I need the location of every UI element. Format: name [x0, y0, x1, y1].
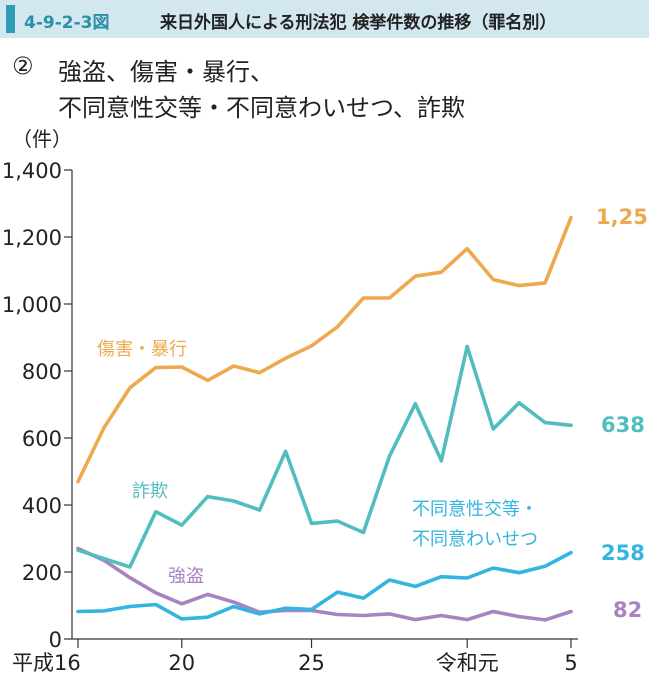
y-tick-label: 200: [22, 561, 62, 585]
label-robbery: 強盗: [168, 566, 204, 587]
y-tick-label: 0: [49, 628, 62, 652]
series-line-fraud: [76, 344, 573, 569]
x-tick-label: 25: [298, 651, 325, 675]
end-value-fraud: 638: [601, 413, 645, 437]
figure-header: 4-9-2-3図 来日外国人による刑法犯 検挙件数の推移（罪名別）: [0, 0, 649, 38]
series-line-sexual-offense: [76, 550, 573, 621]
series-line-robbery: [76, 546, 573, 622]
x-tick-label: 20: [168, 651, 195, 675]
y-tick-label: 600: [22, 427, 62, 451]
x-tick-label: 平成16: [12, 651, 81, 675]
label-assault: 傷害・暴行: [97, 339, 187, 360]
end-value-assault: 1,258: [596, 205, 649, 229]
subtitle-number: ②: [12, 52, 34, 80]
label-fraud: 詐欺: [132, 481, 168, 502]
label-sexual-line-2: 不同意わいせつ: [412, 529, 538, 550]
y-axis-label: （件）: [12, 127, 72, 151]
figure-label: 4-9-2-3図: [24, 13, 110, 33]
end-value-sexual: 258: [601, 541, 645, 565]
x-tick-label: 令和元: [436, 651, 499, 675]
figure-title: 来日外国人による刑法犯 検挙件数の推移（罪名別）: [160, 13, 557, 33]
subtitle-line-2: 不同意性交等・不同意わいせつ、詐欺: [58, 94, 466, 122]
end-value-robbery: 82: [613, 598, 642, 622]
subtitle-line-1: 強盗、傷害・暴行、: [58, 58, 274, 86]
header-accent-bar: [6, 5, 15, 33]
y-tick-label: 1,200: [2, 226, 62, 250]
label-sexual-line-1: 不同意性交等・: [412, 499, 538, 520]
x-tick-label: 5: [564, 651, 577, 675]
y-tick-label: 800: [22, 360, 62, 384]
y-tick-label: 1,400: [2, 159, 62, 183]
series-line-assault: [76, 215, 573, 484]
y-tick-label: 400: [22, 494, 62, 518]
y-tick-label: 1,000: [2, 293, 62, 317]
